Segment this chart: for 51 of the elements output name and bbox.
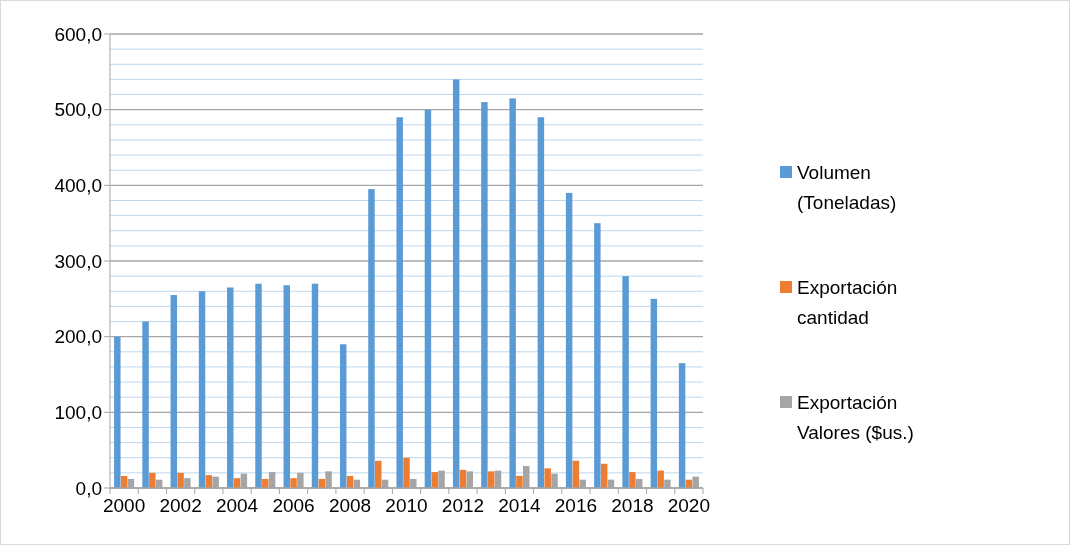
bar [657,470,664,488]
bar [565,192,573,488]
bar [170,295,178,488]
bar [227,287,234,488]
x-tick-label: 2006 [272,495,315,516]
x-tick-label: 2000 [102,495,146,516]
y-tick-label: 600,0 [54,23,102,45]
bar [594,223,601,488]
bar [650,298,658,488]
bar [622,276,629,488]
bar [149,472,156,488]
bar [629,472,636,488]
y-tick-label: 300,0 [54,250,102,272]
bar [142,321,149,488]
legend-label: Exportación cantidad [797,276,898,329]
bar [516,475,523,488]
bar [198,291,206,488]
bar [424,109,432,488]
bar [678,363,686,488]
x-tick-label: 2002 [159,495,202,516]
bar [311,283,319,488]
x-tick-label: 2010 [385,495,428,516]
bar [339,344,347,488]
bar [255,283,262,488]
y-tick-label: 200,0 [54,326,102,348]
legend-label: Volumen (Toneladas) [797,161,897,214]
x-tick-label: 2018 [611,495,654,516]
bar [114,336,121,488]
bar [283,285,290,488]
bar [177,472,184,488]
y-tick-label: 100,0 [54,401,102,423]
bar [544,468,551,488]
bar [290,478,297,488]
bar [481,102,488,488]
bar [452,79,460,488]
bar [262,478,269,488]
legend-label: Exportación Valores ($us.) [797,391,914,444]
y-tick-label: 400,0 [54,174,102,196]
bar [403,457,410,488]
x-tick-label: 2012 [441,495,485,516]
y-tick-label: 500,0 [54,99,102,121]
x-tick-label: 2014 [498,495,542,516]
bar [368,189,375,488]
x-tick-label: 2020 [667,495,711,516]
bar [537,117,545,488]
x-tick-label: 2016 [554,495,598,516]
y-tick-label: 0,0 [75,477,102,499]
x-tick-label: 2004 [215,495,259,516]
x-tick-label: 2008 [328,495,372,516]
bar [396,117,403,488]
bar [509,98,516,488]
